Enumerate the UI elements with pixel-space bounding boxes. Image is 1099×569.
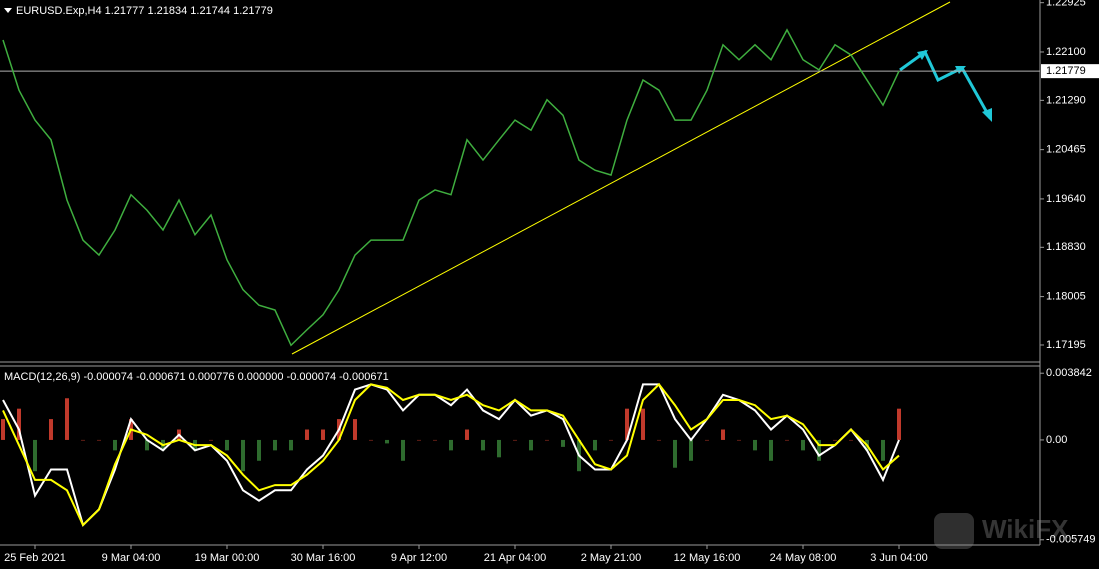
histogram-bar (49, 419, 53, 440)
histogram-bar (449, 439, 453, 451)
histogram-bar (481, 439, 485, 451)
trend-line (291, 1, 951, 355)
histogram-bar (81, 439, 85, 441)
histogram-bar (689, 439, 693, 461)
y-tick-label: 1.17195 (1046, 339, 1086, 351)
histogram-bar (881, 439, 885, 461)
histogram-bar (833, 439, 837, 441)
x-tick-label: 24 May 08:00 (770, 552, 837, 564)
histogram-bar (17, 408, 21, 440)
histogram-bar (849, 439, 853, 441)
histogram-bar (401, 439, 405, 461)
forecast-arrows (899, 49, 992, 119)
histogram-bar (145, 439, 149, 451)
y-tick-label: 1.18005 (1046, 290, 1086, 302)
watermark-text: WikiFX (982, 514, 1069, 544)
histogram-bar (257, 439, 261, 461)
current-price-box (1041, 64, 1099, 79)
menu-triangle[interactable] (4, 8, 12, 13)
histogram-bar (1, 419, 5, 440)
histogram-bar (753, 439, 757, 451)
signal-line (2, 382, 900, 527)
y-tick-label: 0.003842 (1046, 367, 1092, 379)
histogram-bar (465, 429, 469, 440)
arrow-head (917, 50, 928, 60)
arrow-head (955, 66, 966, 74)
x-tick-label: 19 Mar 00:00 (195, 552, 260, 564)
macd-line (2, 383, 900, 527)
histogram-bar (769, 439, 773, 461)
indicator-title: MACD(12,26,9) -0.000074 -0.000671 0.0007… (4, 371, 389, 383)
y-tick-label: 0.00 (1046, 434, 1067, 446)
histogram-bar (529, 439, 533, 451)
watermark: WikiFX (934, 513, 1069, 549)
histogram-bar (545, 439, 549, 441)
x-tick-label: 2 May 21:00 (581, 552, 642, 564)
x-tick-label: 9 Apr 12:00 (391, 552, 447, 564)
chart-title: EURUSD.Exp,H4 1.21777 1.21834 1.21744 1.… (16, 5, 273, 17)
y-tick-label: -0.005749 (1046, 534, 1096, 546)
histogram-bar (817, 439, 821, 461)
histogram-bar (801, 439, 805, 451)
histogram-bar (497, 439, 501, 458)
histogram-bar (721, 429, 725, 440)
histogram-bar (625, 408, 629, 440)
histogram-bar (561, 439, 565, 447)
histogram-bar (305, 429, 309, 440)
histogram-bar (209, 439, 213, 441)
y-tick-label: 1.22925 (1046, 0, 1086, 9)
histogram-bar (97, 439, 101, 441)
histogram-bar (417, 439, 421, 441)
current-price-label: 1.21779 (1046, 65, 1086, 77)
histogram-bar (385, 439, 389, 444)
x-tick-label: 12 May 16:00 (674, 552, 741, 564)
histogram-bar (321, 429, 325, 440)
histogram-bar (65, 398, 69, 440)
histogram-bar (241, 439, 245, 472)
histogram-bar (705, 439, 709, 441)
histogram-bar (785, 439, 789, 441)
x-tick-label: 9 Mar 04:00 (102, 552, 161, 564)
y-tick-label: 1.19640 (1046, 193, 1086, 205)
price-line (2, 28, 900, 347)
histogram-bar (273, 439, 277, 451)
arrow-head (982, 108, 992, 122)
y-tick-label: 1.18830 (1046, 241, 1086, 253)
watermark-logo (934, 513, 974, 549)
histogram-bar (113, 439, 117, 451)
x-tick-label: 30 Mar 16:00 (291, 552, 356, 564)
histogram-bar (225, 439, 229, 451)
y-tick-label: 1.20465 (1046, 144, 1086, 156)
histogram-bar (513, 439, 517, 441)
y-tick-label: 1.21290 (1046, 94, 1086, 106)
histogram-bar (609, 439, 613, 441)
y-tick-label: 1.22100 (1046, 46, 1086, 58)
histogram-bar (369, 439, 373, 441)
histogram-bar (289, 439, 293, 451)
histogram-bar (593, 439, 597, 451)
histogram-bar (673, 439, 677, 468)
histogram-bar (433, 439, 437, 441)
x-tick-label: 3 Jun 04:00 (870, 552, 928, 564)
x-tick-label: 21 Apr 04:00 (484, 552, 546, 564)
histogram-bar (897, 408, 901, 440)
histogram-bar (737, 439, 741, 441)
histogram-bar (641, 408, 645, 440)
histogram-bar (657, 439, 661, 441)
histogram-bar (353, 419, 357, 440)
x-tick-label: 25 Feb 2021 (4, 552, 66, 564)
histogram-bar (33, 439, 37, 472)
